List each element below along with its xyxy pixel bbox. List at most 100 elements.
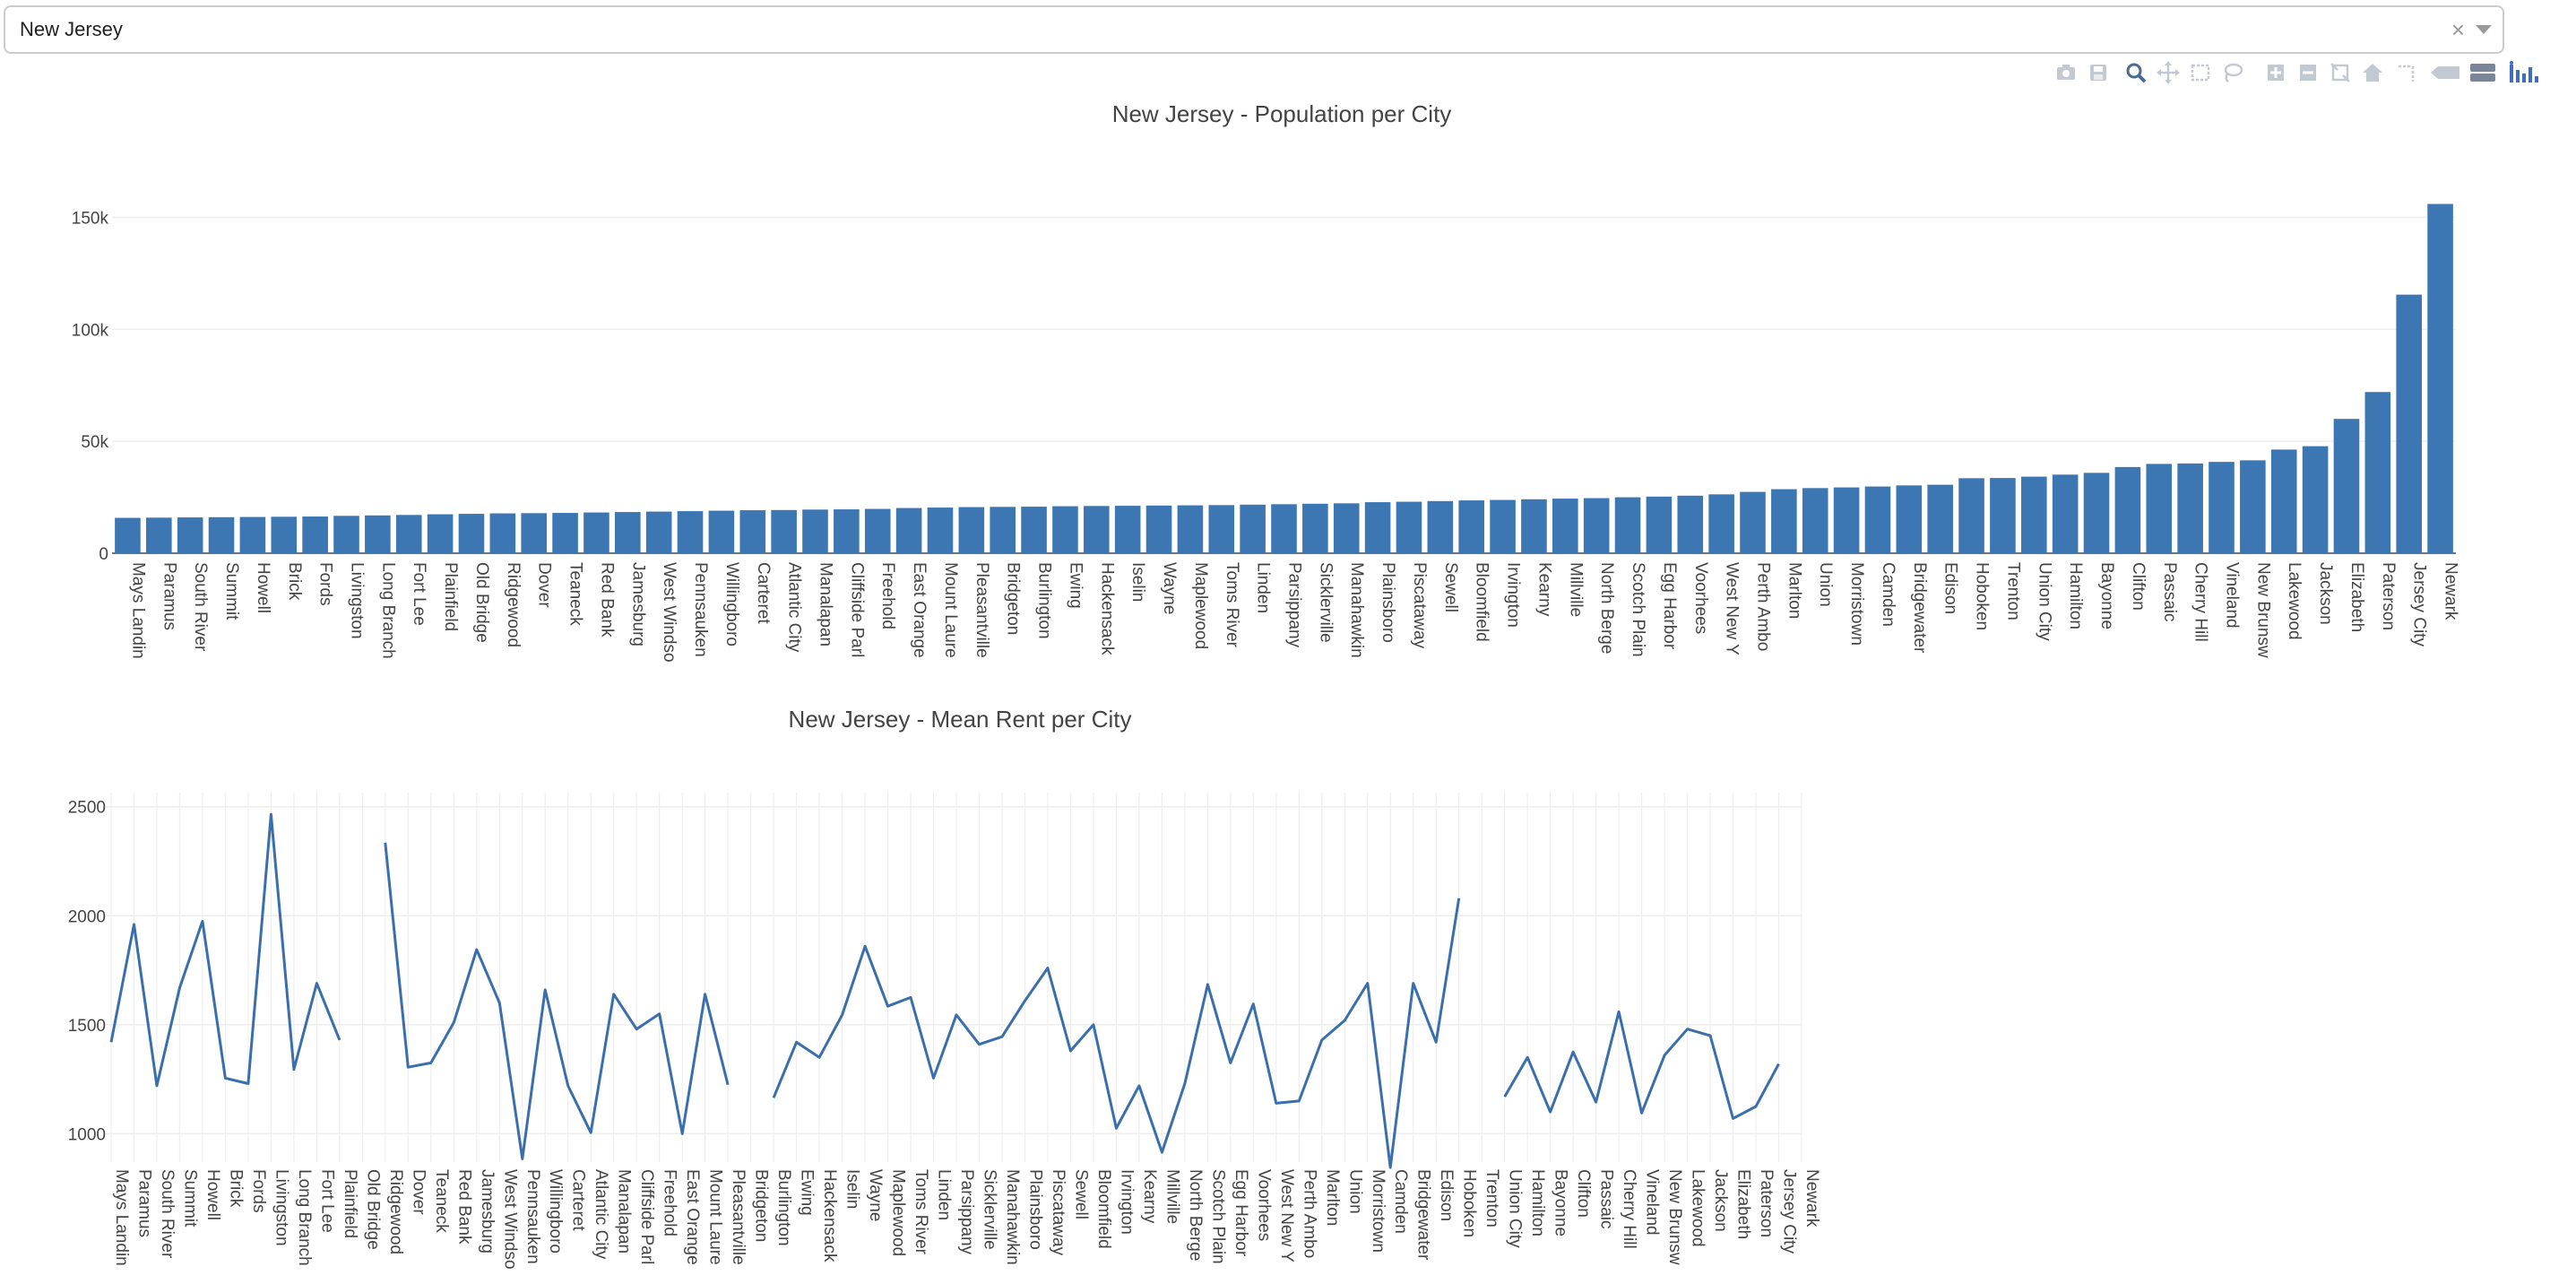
clear-icon[interactable]: × [2451, 16, 2465, 43]
rent-point-hamilton[interactable] [1525, 1054, 1530, 1060]
rent-point-edison[interactable] [1433, 1039, 1439, 1045]
rent-point-paramus[interactable] [131, 922, 136, 927]
rent-point-clifton[interactable] [1570, 1049, 1576, 1054]
rent-point-west-new-y[interactable] [1274, 1100, 1279, 1106]
rent-point-egg-harbor[interactable] [1228, 1060, 1233, 1065]
rent-point-long-branch[interactable] [291, 1067, 297, 1072]
bar-dover[interactable] [521, 513, 547, 553]
rent-point-cherry-hill[interactable] [1616, 1009, 1621, 1014]
bar-ewing[interactable] [1052, 506, 1078, 553]
bar-perth-ambo[interactable] [1740, 491, 1766, 553]
rent-point-plainsboro[interactable] [1022, 998, 1027, 1003]
bar-fort-lee[interactable] [395, 515, 422, 553]
bar-manalapan[interactable] [802, 509, 828, 553]
rent-point-ridgewood[interactable] [383, 840, 388, 846]
rent-point-carteret[interactable] [566, 1083, 571, 1089]
rent-point-union-city[interactable] [1502, 1094, 1508, 1099]
rent-point-teaneck[interactable] [428, 1060, 434, 1065]
rent-point-vineland[interactable] [1639, 1110, 1645, 1115]
rent-point-wayne[interactable] [862, 943, 868, 949]
bar-east-orange[interactable] [895, 508, 922, 553]
bar-hackensack[interactable] [1084, 506, 1110, 553]
bar-millville[interactable] [1552, 499, 1578, 553]
rent-point-cliffside-parl[interactable] [634, 1027, 639, 1032]
rent-point-pennsauken[interactable] [520, 1156, 525, 1161]
rent-point-marlton[interactable] [1319, 1037, 1325, 1043]
bar-voorhees[interactable] [1677, 495, 1704, 553]
bar-sewell[interactable] [1427, 500, 1454, 553]
bar-paterson[interactable] [2364, 392, 2391, 553]
rent-point-jamesburg[interactable] [474, 947, 480, 952]
rent-point-pleasantville[interactable] [725, 1082, 730, 1088]
rent-point-linden[interactable] [931, 1075, 937, 1080]
rent-point-burlington[interactable] [771, 1095, 776, 1100]
rent-point-livingston[interactable] [268, 811, 273, 817]
rent-point-toms-river[interactable] [908, 994, 913, 1000]
rent-point-paterson[interactable] [1753, 1104, 1759, 1109]
bar-burlington[interactable] [1021, 507, 1047, 553]
rent-point-fort-lee[interactable] [314, 981, 319, 986]
rent-point-plainfield[interactable] [337, 1037, 342, 1043]
rent-point-sicklerville[interactable] [976, 1042, 981, 1047]
bar-wayne[interactable] [1145, 505, 1172, 553]
bar-carteret[interactable] [739, 510, 766, 553]
rent-point-mount-laure[interactable] [703, 992, 708, 997]
bar-livingston[interactable] [333, 516, 359, 553]
zoom-in-icon[interactable] [2262, 59, 2289, 86]
rent-point-hackensack[interactable] [817, 1054, 822, 1060]
rent-point-jersey-city[interactable] [1776, 1062, 1782, 1067]
bar-hoboken[interactable] [1958, 478, 1984, 553]
bar-mays-landin[interactable] [115, 517, 141, 553]
bar-jamesburg[interactable] [615, 512, 641, 553]
bar-south-river[interactable] [177, 517, 203, 553]
rent-point-irvington[interactable] [1113, 1125, 1119, 1131]
rent-point-howell[interactable] [200, 918, 205, 924]
bar-fords[interactable] [302, 516, 328, 553]
bar-cliffside-parl[interactable] [834, 509, 860, 553]
rent-point-elizabeth[interactable] [1731, 1115, 1736, 1121]
rent-point-scotch-plain[interactable] [1205, 982, 1210, 987]
bar-freehold[interactable] [864, 508, 891, 553]
save-icon[interactable] [2085, 59, 2112, 86]
bar-cherry-hill[interactable] [2177, 463, 2203, 553]
camera-icon[interactable] [2053, 59, 2079, 86]
bar-trenton[interactable] [1990, 478, 2016, 553]
rent-point-south-river[interactable] [154, 1083, 160, 1089]
bar-jersey-city[interactable] [2396, 294, 2422, 553]
spike-lines-icon[interactable] [2393, 59, 2420, 86]
bar-bridgewater[interactable] [1896, 485, 1923, 553]
hover-closest-icon[interactable] [2427, 59, 2461, 86]
rent-point-union[interactable] [1342, 1018, 1347, 1023]
rent-point-kearny[interactable] [1137, 1083, 1142, 1089]
rent-point-jackson[interactable] [1707, 1033, 1713, 1038]
bar-linden[interactable] [1240, 504, 1266, 553]
rent-point-new-brunsw[interactable] [1662, 1053, 1667, 1058]
box-select-icon[interactable] [2187, 59, 2214, 86]
bar-bridgeton[interactable] [990, 507, 1016, 553]
rent-point-freehold[interactable] [657, 1011, 662, 1017]
bar-long-branch[interactable] [365, 515, 391, 553]
bar-ridgewood[interactable] [489, 513, 516, 553]
bar-morristown[interactable] [1833, 487, 1860, 553]
rent-point-atlantic-city[interactable] [588, 1130, 593, 1135]
bar-vineland[interactable] [2209, 462, 2235, 553]
rent-point-iselin[interactable] [840, 1012, 845, 1018]
bar-edison[interactable] [1927, 484, 1953, 553]
rent-point-fords[interactable] [246, 1080, 251, 1086]
lasso-icon[interactable] [2219, 59, 2246, 86]
zoom-out-icon[interactable] [2295, 59, 2321, 86]
rent-point-bridgewater[interactable] [1411, 981, 1416, 986]
bar-egg-harbor[interactable] [1646, 496, 1673, 553]
bar-marlton[interactable] [1771, 489, 1797, 553]
rent-point-east-orange[interactable] [679, 1131, 685, 1136]
bar-plainsboro[interactable] [1364, 502, 1391, 553]
bar-old-bridge[interactable] [458, 514, 485, 553]
rent-point-manahawkin[interactable] [999, 1034, 1005, 1039]
bar-union-city[interactable] [2021, 476, 2047, 553]
bar-bayonne[interactable] [2083, 473, 2110, 553]
bar-piscataway[interactable] [1396, 501, 1422, 553]
bar-clifton[interactable] [2114, 466, 2141, 553]
bar-summit[interactable] [208, 516, 235, 553]
bar-bloomfield[interactable] [1458, 500, 1484, 553]
rent-point-maplewood[interactable] [886, 1003, 891, 1009]
